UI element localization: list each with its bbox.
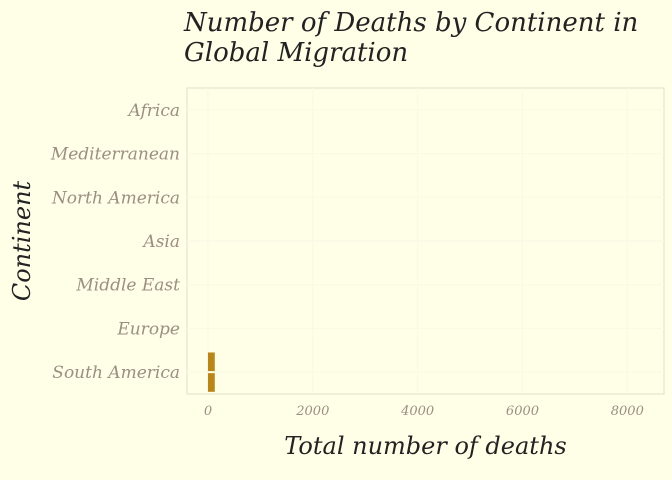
y-tick-label: North America: [51, 188, 180, 208]
x-tick-label: 6000: [506, 404, 539, 419]
bars: [207, 352, 215, 392]
x-tick-label: 4000: [400, 404, 434, 419]
y-tick-label: Africa: [127, 101, 181, 121]
y-tick-label: Mediterranean: [50, 145, 180, 165]
y-tick-label: Europe: [116, 319, 180, 339]
y-tick-label: Asia: [141, 232, 180, 252]
y-tick-label: Middle East: [75, 276, 180, 296]
y-tick-labels: Africa Mediterranean North America Asia Midd…: [50, 101, 180, 383]
x-tick-label: 2000: [295, 404, 329, 419]
x-tick-label: 0: [204, 404, 212, 419]
grid-lines: [187, 88, 664, 394]
y-axis-title: Continent: [8, 180, 36, 301]
chart-title: Number of Deaths by Continent in Global …: [184, 8, 639, 68]
y-tick-label: South America: [52, 363, 180, 383]
x-axis-title: Total number of deaths: [284, 432, 566, 460]
x-tick-label: 8000: [611, 404, 644, 419]
x-tick-labels: 0 2000 4000 6000 8000: [204, 404, 644, 419]
